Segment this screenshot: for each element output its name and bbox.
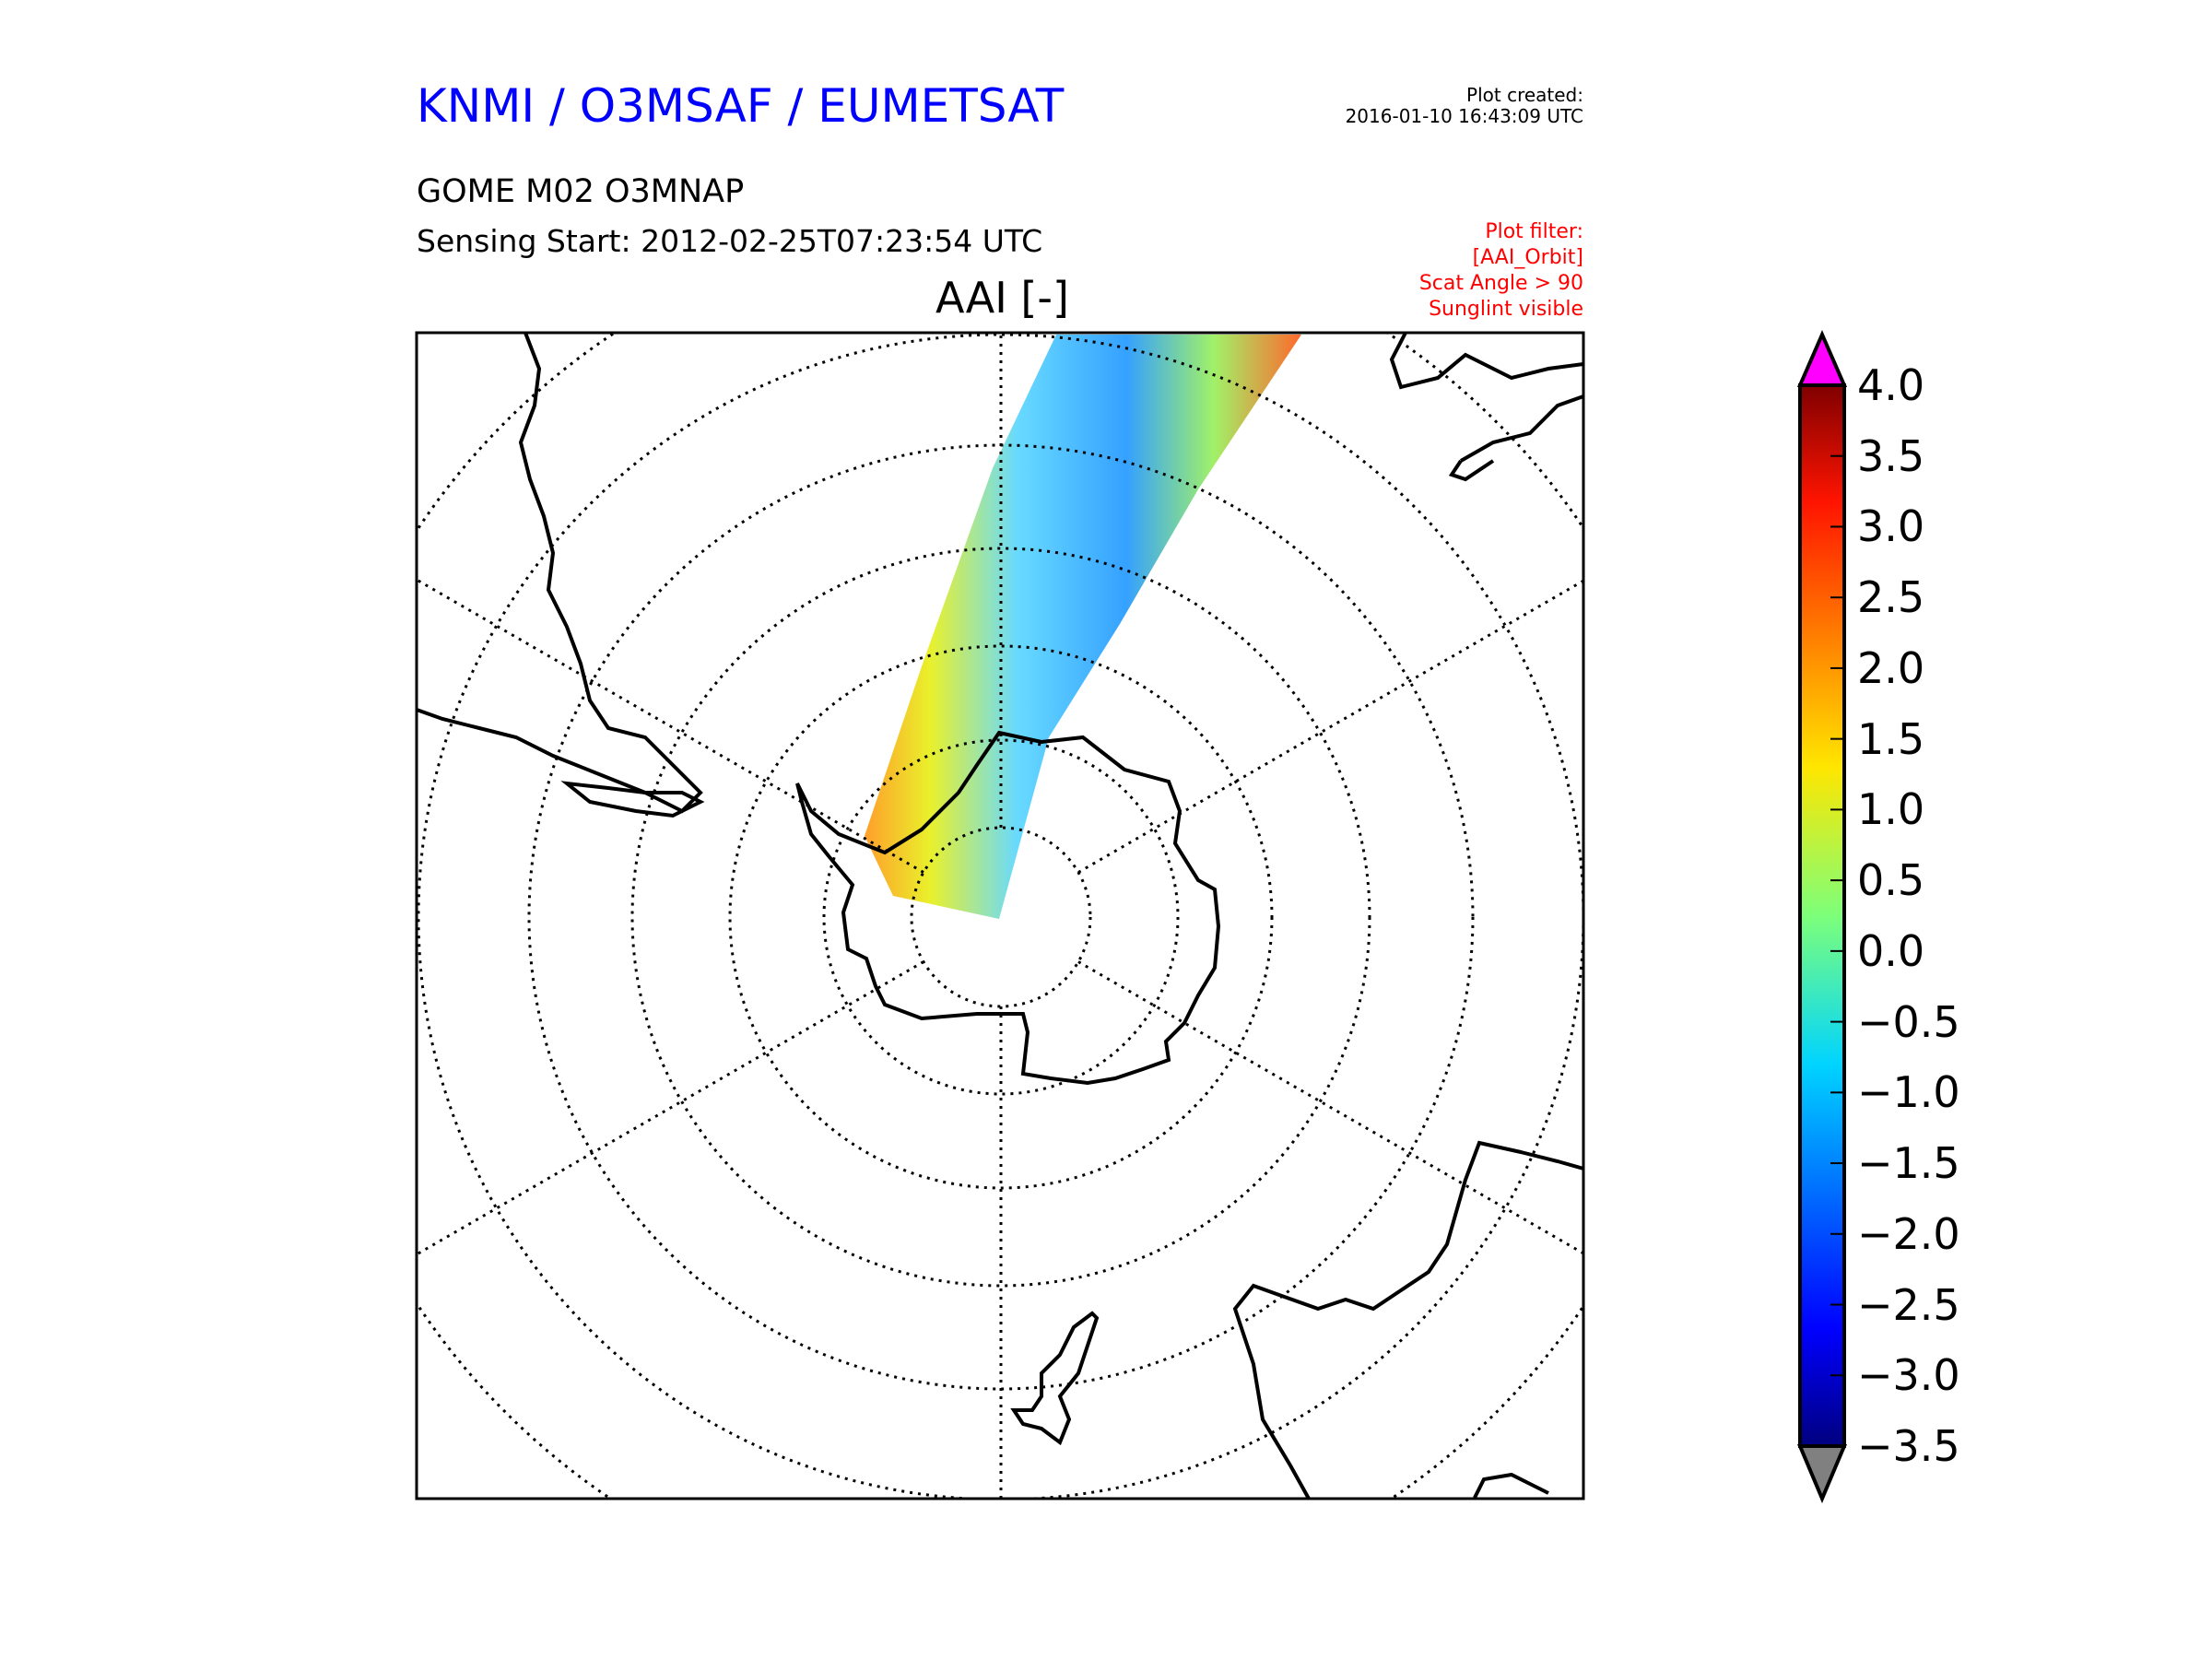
colorbar-tick-label: 1.0 (1857, 784, 1925, 835)
colorbar-under-arrow (1796, 1444, 1848, 1504)
antarctica-coastline (795, 730, 1221, 1086)
meridian-line (1077, 960, 1583, 1255)
africa-coastline (1389, 333, 1583, 390)
product-name: GOME M02 O3MNAP (417, 173, 745, 210)
coastlines (417, 333, 1583, 1499)
colorbar-tick-label: 4.0 (1857, 360, 1925, 410)
plot-created: Plot created: 2016-01-10 16:43:09 UTC (1346, 85, 1583, 127)
colorbar-tick-label: 0.5 (1857, 855, 1925, 906)
colorbar-tick-label: −3.5 (1857, 1421, 1960, 1471)
colorbar-tick-label: 3.5 (1857, 430, 1925, 481)
meridian-line (417, 960, 924, 1256)
madagascar-coastline (1448, 394, 1583, 482)
filter-line: Plot filter: (1485, 220, 1583, 243)
colorbar-tick-label: −1.5 (1857, 1138, 1960, 1189)
latitude-circle (822, 738, 1180, 1096)
south-america-coastline (417, 333, 703, 814)
filter-line: [AAI_Orbit] (1472, 246, 1583, 269)
filter-line: Sunglint visible (1429, 298, 1583, 321)
satellite-swath (865, 335, 1301, 919)
colorbar-tick-label: 0.0 (1857, 925, 1925, 976)
latitude-circle (630, 547, 1371, 1288)
meridian-line (417, 578, 924, 874)
colorbar-tick-label: −1.0 (1857, 1067, 1960, 1118)
colorbar-tick-label: 3.0 (1857, 501, 1925, 552)
sensing-start: Sensing Start: 2012-02-25T07:23:54 UTC (417, 223, 1043, 259)
plot-created-value: 2016-01-10 16:43:09 UTC (1345, 105, 1583, 127)
colorbar-tick-label: −3.0 (1857, 1350, 1960, 1401)
map-title: AAI [-] (935, 273, 1069, 323)
colorbar-tick-label: −2.0 (1857, 1208, 1960, 1259)
australia-coastline (1232, 1140, 1583, 1499)
new-zealand-coastline (1010, 1311, 1100, 1446)
colorbar-over-arrow (1796, 329, 1848, 387)
colorbar-tick-label: 2.5 (1857, 572, 1925, 623)
graticule (417, 333, 1583, 1499)
latitude-circle (728, 644, 1274, 1190)
plot-created-label: Plot created: (1466, 84, 1583, 106)
colorbar-tick-label: 1.5 (1857, 713, 1925, 764)
map-frame (415, 331, 1585, 1500)
colorbar-gradient (1798, 383, 1846, 1448)
meridian-line (1077, 579, 1583, 874)
organization-title: KNMI / O3MSAF / EUMETSAT (417, 79, 1065, 133)
filter-line: Scat Angle > 90 (1418, 272, 1583, 295)
colorbar-tick-label: 2.0 (1857, 642, 1925, 693)
colorbar (1796, 329, 1848, 1504)
tasmania-coastline (1473, 1472, 1549, 1499)
plot-filter: Plot filter: [AAI_Orbit] Scat Angle > 90… (1419, 219, 1583, 323)
colorbar-tick-label: −2.5 (1857, 1279, 1960, 1330)
latitude-circle (910, 826, 1092, 1008)
colorbar-tick-label: −0.5 (1857, 996, 1960, 1047)
falklands-coastline (560, 781, 705, 818)
